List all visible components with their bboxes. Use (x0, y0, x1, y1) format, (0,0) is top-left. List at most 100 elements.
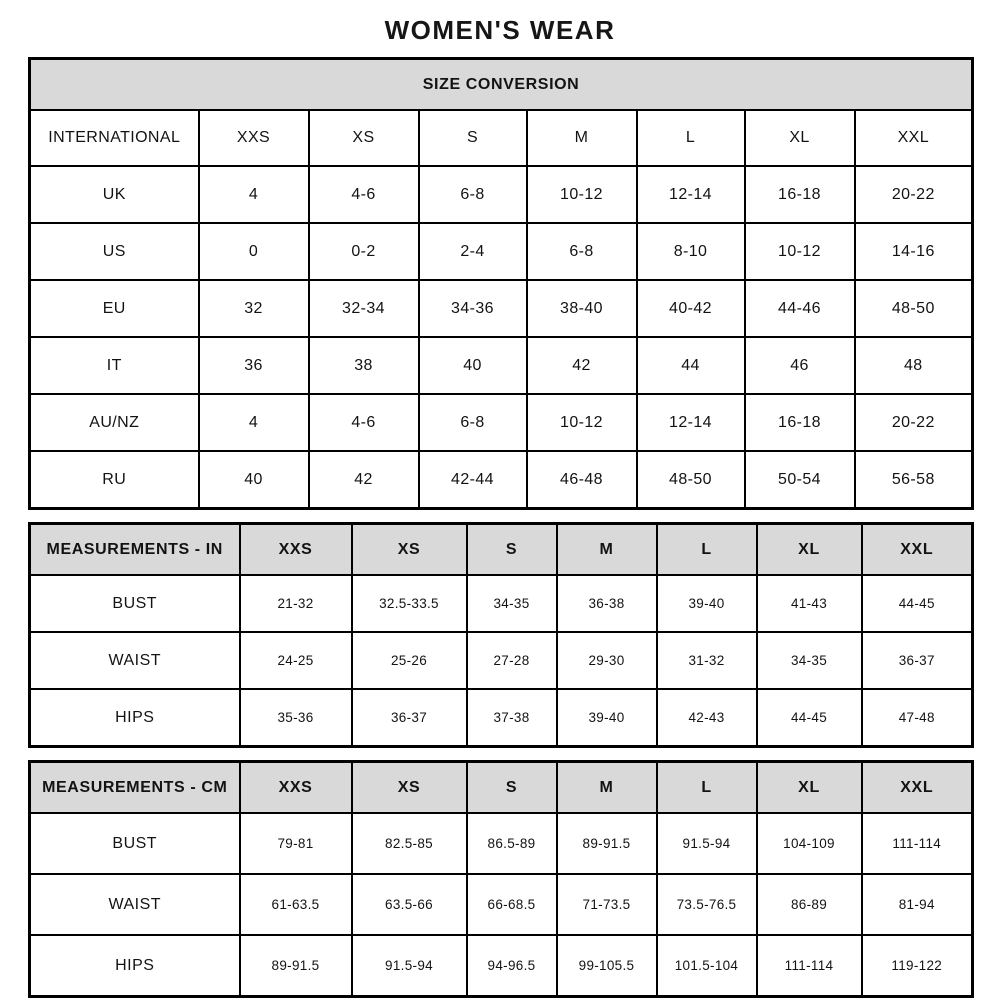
table-cell: 0 (197, 222, 310, 281)
row-label: HIPS (28, 934, 241, 998)
table-cell: 44-46 (743, 279, 856, 338)
table-cell: 6-8 (417, 165, 528, 224)
table-cell: 16-18 (743, 165, 856, 224)
measurements-cm-table: MEASUREMENTS - CM XXS XS S M L XL XXL BU… (28, 760, 974, 998)
table-cell: 42-43 (655, 688, 758, 748)
column-header: XXS (197, 109, 310, 167)
table-row: INTERNATIONAL XXS XS S M L XL XXL (28, 109, 974, 167)
table-cell: 86.5-89 (465, 812, 558, 875)
table-cell: 38 (307, 336, 420, 395)
table-cell: 20-22 (853, 393, 974, 452)
table-row: BUST 21-32 32.5-33.5 34-35 36-38 39-40 4… (28, 574, 974, 633)
table-cell: 34-35 (465, 574, 558, 633)
table-cell: 39-40 (555, 688, 658, 748)
table-row: MEASUREMENTS - CM XXS XS S M L XL XXL (28, 760, 974, 814)
table-cell: 111-114 (755, 934, 863, 998)
column-header: M (555, 522, 658, 576)
table-cell: 46-48 (525, 450, 638, 510)
column-header: XXL (853, 109, 974, 167)
table-cell: 82.5-85 (350, 812, 468, 875)
table-cell: 89-91.5 (238, 934, 353, 998)
row-label: EU (28, 279, 200, 338)
measurements-cm-title: MEASUREMENTS - CM (28, 760, 241, 814)
table-row: RU 40 42 42-44 46-48 48-50 50-54 56-58 (28, 450, 974, 510)
column-header: INTERNATIONAL (28, 109, 200, 167)
table-cell: 111-114 (860, 812, 974, 875)
table-cell: 32 (197, 279, 310, 338)
table-cell: 44 (635, 336, 746, 395)
column-header: XXS (238, 760, 353, 814)
column-header: XXL (860, 760, 974, 814)
table-cell: 35-36 (238, 688, 353, 748)
column-header: M (555, 760, 658, 814)
column-header: M (525, 109, 638, 167)
row-label: WAIST (28, 873, 241, 936)
column-header: XXL (860, 522, 974, 576)
column-header: XL (755, 522, 863, 576)
row-label: IT (28, 336, 200, 395)
table-cell: 14-16 (853, 222, 974, 281)
table-cell: 37-38 (465, 688, 558, 748)
table-cell: 32.5-33.5 (350, 574, 468, 633)
size-conversion-title: SIZE CONVERSION (28, 57, 974, 111)
page-title: WOMEN'S WEAR (384, 15, 616, 45)
column-header: XL (743, 109, 856, 167)
table-cell: 32-34 (307, 279, 420, 338)
column-header: XS (350, 760, 468, 814)
table-cell: 36 (197, 336, 310, 395)
table-row: WAIST 61-63.5 63.5-66 66-68.5 71-73.5 73… (28, 873, 974, 936)
table-cell: 16-18 (743, 393, 856, 452)
table-row: MEASUREMENTS - IN XXS XS S M L XL XXL (28, 522, 974, 576)
table-cell: 40 (417, 336, 528, 395)
table-cell: 29-30 (555, 631, 658, 690)
table-cell: 8-10 (635, 222, 746, 281)
table-row: IT 36 38 40 42 44 46 48 (28, 336, 974, 395)
table-cell: 42-44 (417, 450, 528, 510)
table-row: WAIST 24-25 25-26 27-28 29-30 31-32 34-3… (28, 631, 974, 690)
table-cell: 24-25 (238, 631, 353, 690)
table-cell: 34-35 (755, 631, 863, 690)
table-cell: 4-6 (307, 393, 420, 452)
table-cell: 4-6 (307, 165, 420, 224)
table-cell: 20-22 (853, 165, 974, 224)
table-cell: 40 (197, 450, 310, 510)
table-cell: 91.5-94 (655, 812, 758, 875)
table-cell: 10-12 (525, 165, 638, 224)
table-cell: 91.5-94 (350, 934, 468, 998)
row-label: AU/NZ (28, 393, 200, 452)
row-label: WAIST (28, 631, 241, 690)
table-cell: 36-37 (350, 688, 468, 748)
table-row: HIPS 89-91.5 91.5-94 94-96.5 99-105.5 10… (28, 934, 974, 998)
table-cell: 81-94 (860, 873, 974, 936)
table-cell: 4 (197, 165, 310, 224)
table-row: BUST 79-81 82.5-85 86.5-89 89-91.5 91.5-… (28, 812, 974, 875)
table-row: AU/NZ 4 4-6 6-8 10-12 12-14 16-18 20-22 (28, 393, 974, 452)
table-row: US 0 0-2 2-4 6-8 8-10 10-12 14-16 (28, 222, 974, 281)
column-header: XXS (238, 522, 353, 576)
table-cell: 48 (853, 336, 974, 395)
table-cell: 21-32 (238, 574, 353, 633)
table-cell: 6-8 (417, 393, 528, 452)
table-cell: 31-32 (655, 631, 758, 690)
table-cell: 6-8 (525, 222, 638, 281)
table-cell: 41-43 (755, 574, 863, 633)
table-row: UK 4 4-6 6-8 10-12 12-14 16-18 20-22 (28, 165, 974, 224)
size-conversion-table: SIZE CONVERSION INTERNATIONAL XXS XS S M… (28, 57, 975, 510)
table-cell: 12-14 (635, 393, 746, 452)
column-header: XS (307, 109, 420, 167)
table-cell: 47-48 (860, 688, 974, 748)
column-header: L (655, 760, 758, 814)
column-header: S (417, 109, 528, 167)
table-cell: 79-81 (238, 812, 353, 875)
table-cell: 56-58 (853, 450, 974, 510)
table-row: SIZE CONVERSION (28, 57, 974, 111)
table-cell: 40-42 (635, 279, 746, 338)
row-label: RU (28, 450, 200, 510)
column-header: XL (755, 760, 863, 814)
table-cell: 12-14 (635, 165, 746, 224)
measurements-in-title: MEASUREMENTS - IN (28, 522, 241, 576)
table-cell: 89-91.5 (555, 812, 658, 875)
table-cell: 94-96.5 (465, 934, 558, 998)
row-label: UK (28, 165, 200, 224)
column-header: L (655, 522, 758, 576)
